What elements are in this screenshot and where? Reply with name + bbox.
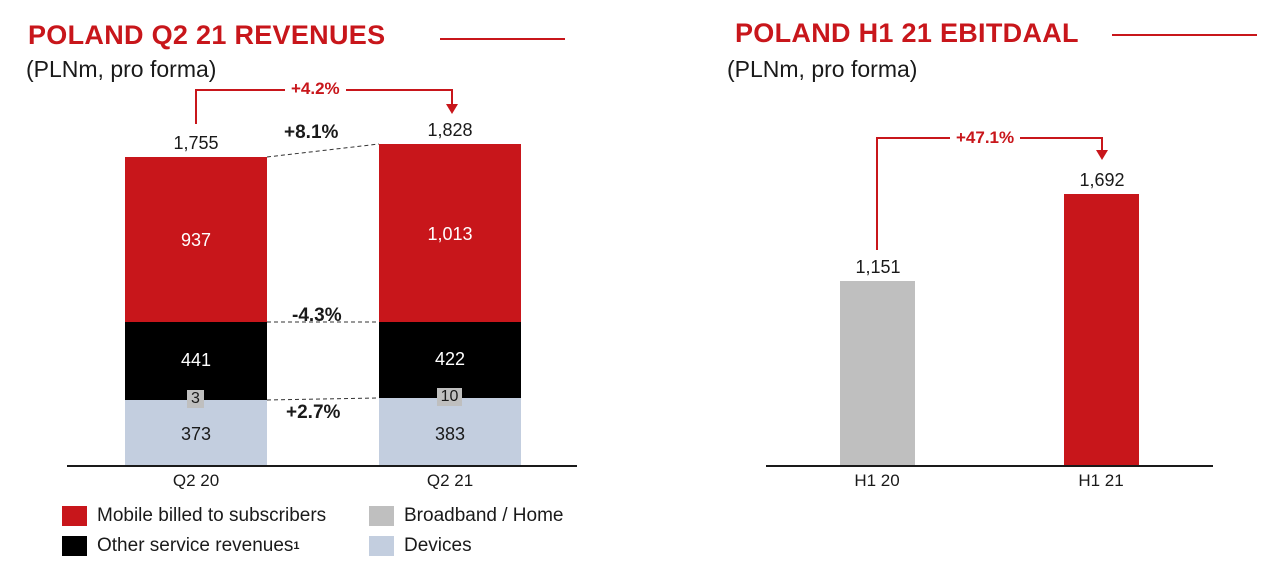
segment-value: 383 [434, 424, 466, 444]
mobile-change-label: +8.1% [284, 122, 339, 143]
legend-swatch [369, 536, 394, 556]
segment-value: 441 [180, 350, 212, 370]
connector-lines [266, 143, 380, 401]
revenues-title: POLAND Q2 21 REVENUES [28, 20, 386, 50]
legend-label: Other service revenues [97, 535, 294, 556]
segment-value: 1,013 [427, 224, 473, 244]
revenues-subtitle: (PLNm, pro forma) [26, 56, 217, 82]
x-axis [766, 465, 1213, 467]
footnote-marker: 1 [293, 540, 300, 552]
segment-value: 422 [434, 349, 466, 369]
segment-broadband: 10 [437, 388, 462, 406]
devices-change-label: +2.7% [286, 402, 341, 423]
segment-other: 422 [379, 322, 521, 398]
total-change-label: +4.2% [285, 79, 346, 99]
legend-swatch [369, 506, 394, 526]
segment-devices: 373 [125, 400, 267, 465]
legend-item-other: Other service revenues 1 [62, 535, 300, 557]
title-rule [440, 38, 565, 40]
bar-value: 1,692 [1079, 170, 1125, 190]
legend-item-mobile: Mobile billed to subscribers [62, 505, 326, 527]
category-label: Q2 21 [426, 471, 474, 490]
category-label: H1 20 [854, 471, 900, 490]
category-label: H1 21 [1078, 471, 1124, 490]
ebitdaal-subtitle: (PLNm, pro forma) [727, 56, 918, 82]
other-change-label: -4.3% [292, 305, 342, 326]
legend-item-devices: Devices [369, 535, 472, 557]
legend-swatch [62, 536, 87, 556]
segment-broadband: 3 [187, 390, 204, 408]
segment-mobile: 1,013 [379, 144, 521, 322]
legend-label: Broadband / Home [404, 505, 564, 526]
title-rule [1112, 34, 1257, 36]
legend-swatch [62, 506, 87, 526]
total-value: 1,828 [427, 120, 473, 140]
change-label: +47.1% [950, 128, 1021, 148]
bar-h1-21 [1064, 194, 1139, 465]
bar-value: 1,151 [855, 257, 901, 277]
legend-label: Mobile billed to subscribers [97, 505, 327, 526]
segment-devices: 383 [379, 398, 521, 465]
segment-value: 937 [180, 230, 212, 250]
legend-label: Devices [404, 535, 472, 556]
total-value: 1,755 [173, 133, 219, 153]
category-label: Q2 20 [172, 471, 220, 490]
bar-h1-20 [840, 281, 915, 465]
segment-other: 441 [125, 322, 267, 400]
legend-item-broadband: Broadband / Home [369, 505, 564, 527]
x-axis [67, 465, 577, 467]
segment-mobile: 937 [125, 157, 267, 322]
ebitdaal-title: POLAND H1 21 EBITDAAL [735, 18, 1079, 48]
segment-value: 373 [180, 424, 212, 444]
